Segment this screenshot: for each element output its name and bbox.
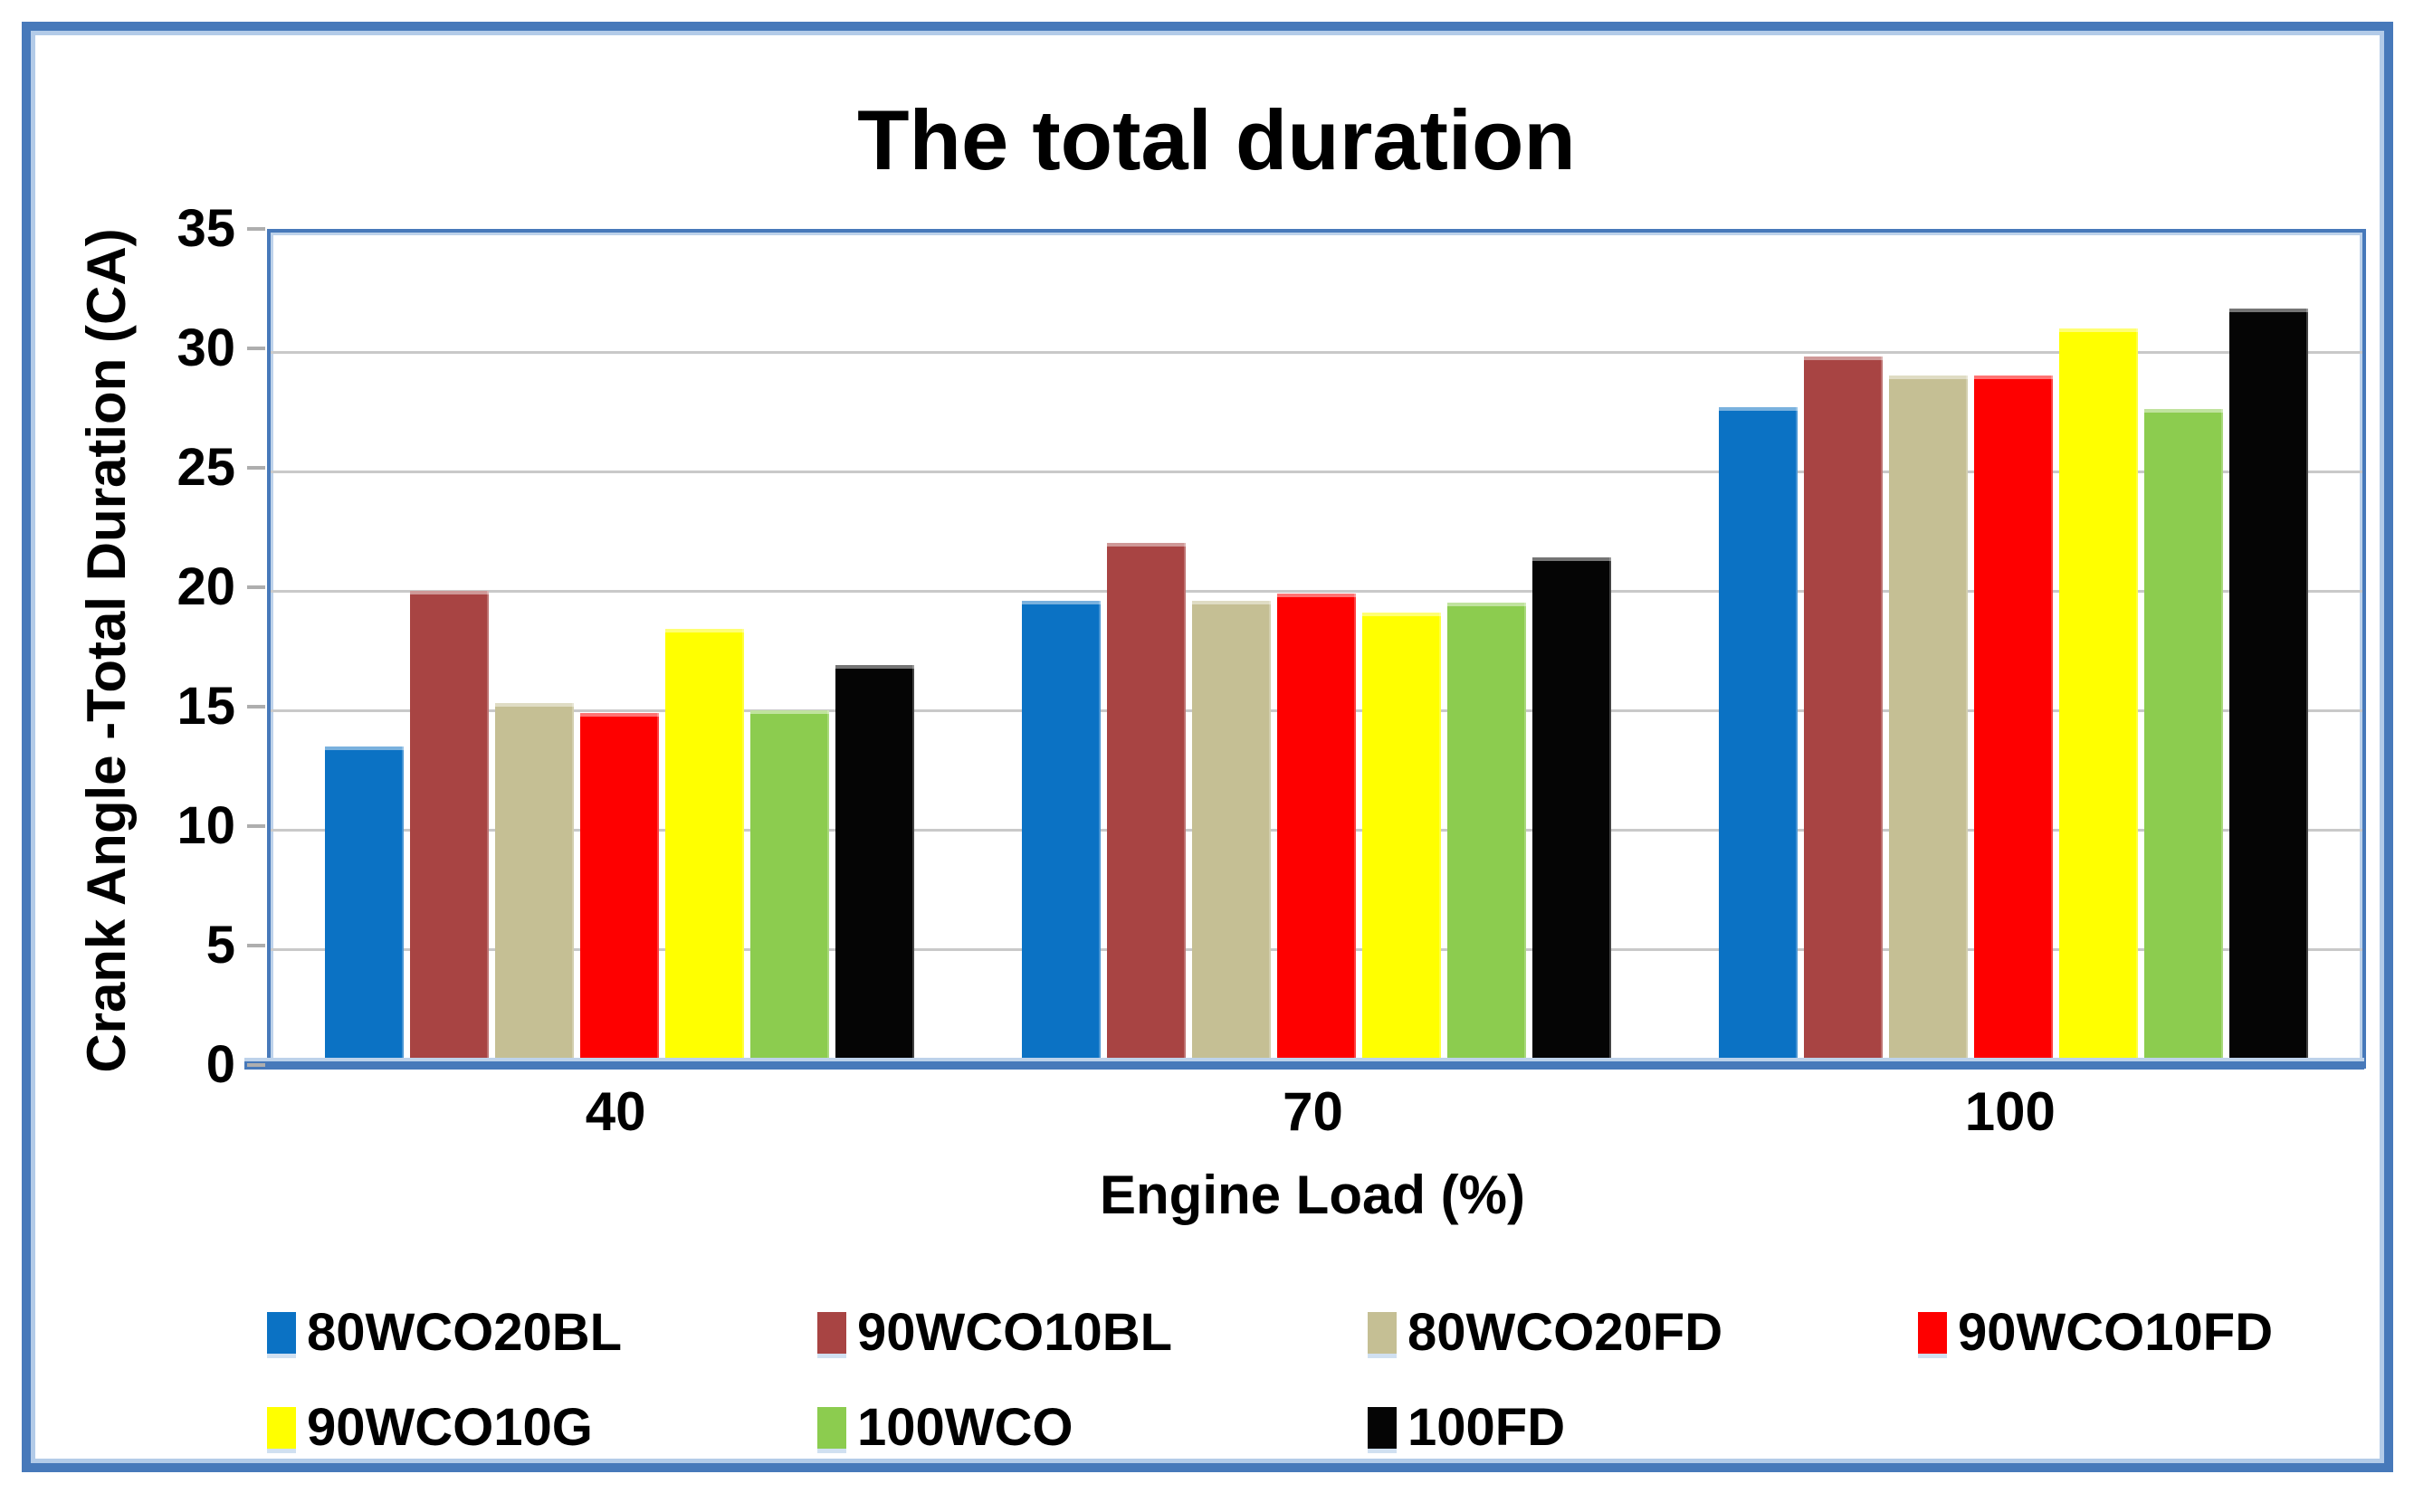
y-tick-label-25: 25 <box>177 438 235 497</box>
y-tick-mark-10 <box>247 824 265 828</box>
y-tick-label-35: 35 <box>177 199 235 258</box>
bar-100FD-40 <box>835 664 914 1069</box>
y-tick-label-15: 15 <box>177 677 235 736</box>
bar-90WCO10BL-70 <box>1106 543 1186 1069</box>
bar-100WCO-100 <box>2144 409 2224 1069</box>
gridline-20 <box>271 589 2362 593</box>
y-tick-mark-5 <box>247 944 265 947</box>
y-axis-title: Crank Angle -Total Duration (CA) <box>76 228 137 1073</box>
legend-item-100FD: 100FD <box>1368 1401 1565 1455</box>
y-tick-mark-35 <box>247 227 265 231</box>
bar-100WCO-70 <box>1446 603 1526 1069</box>
x-tick-label-40: 40 <box>585 1081 646 1142</box>
bar-100WCO-40 <box>749 710 829 1069</box>
bar-90WCO10FD-100 <box>1974 376 2054 1069</box>
chart-title: The total duration <box>857 92 1576 187</box>
legend-label: 90WCO10FD <box>1958 1303 2274 1362</box>
legend-label: 80WCO20FD <box>1407 1303 1723 1362</box>
legend-item-90WCO10G: 90WCO10G <box>267 1401 593 1455</box>
bar-80WCO20BL-40 <box>324 746 404 1069</box>
bar-90WCO10G-70 <box>1361 612 1441 1069</box>
bar-90WCO10FD-70 <box>1276 593 1356 1069</box>
bar-90WCO10G-40 <box>664 629 744 1069</box>
y-tick-mark-15 <box>247 705 265 708</box>
legend-item-90WCO10FD: 90WCO10FD <box>1918 1306 2273 1360</box>
bar-100FD-70 <box>1531 557 1611 1069</box>
y-tick-label-5: 5 <box>205 916 235 975</box>
y-tick-mark-30 <box>247 347 265 350</box>
y-tick-label-20: 20 <box>177 557 235 616</box>
y-tick-label-10: 10 <box>177 796 235 855</box>
bar-90WCO10G-100 <box>2059 328 2139 1069</box>
x-tick-label-100: 100 <box>1964 1081 2056 1142</box>
legend-color-chip-90WCO10FD <box>1918 1312 1947 1354</box>
legend-color-chip-90WCO10G <box>267 1407 296 1449</box>
legend-label: 80WCO20BL <box>307 1303 623 1362</box>
bar-80WCO20BL-70 <box>1021 600 1101 1069</box>
gridline-25 <box>271 470 2362 473</box>
y-tick-label-30: 30 <box>177 319 235 377</box>
bar-group-70 <box>968 233 1665 1069</box>
legend-color-chip-80WCO20FD <box>1368 1312 1397 1354</box>
bar-group-100 <box>1665 233 2362 1069</box>
legend-label: 90WCO10G <box>307 1398 593 1457</box>
outer-border <box>22 22 2393 1472</box>
bar-90WCO10BL-40 <box>409 591 489 1069</box>
x-axis-title: Engine Load (%) <box>1100 1165 1525 1225</box>
y-tick-mark-0 <box>247 1063 265 1067</box>
legend-color-chip-80WCO20BL <box>267 1312 296 1354</box>
bar-80WCO20BL-100 <box>1719 406 1799 1069</box>
legend-item-80WCO20BL: 80WCO20BL <box>267 1306 622 1360</box>
legend-label: 100FD <box>1407 1398 1566 1457</box>
bar-80WCO20FD-40 <box>494 703 574 1069</box>
gridline-30 <box>271 350 2362 354</box>
bar-90WCO10BL-100 <box>1804 357 1884 1069</box>
y-tick-mark-20 <box>247 585 265 589</box>
legend-label: 90WCO10BL <box>857 1303 1173 1362</box>
y-tick-label-0: 0 <box>205 1035 235 1094</box>
legend-color-chip-100WCO <box>817 1407 846 1449</box>
bar-group-40 <box>271 233 968 1069</box>
x-axis-line <box>244 1061 2364 1070</box>
legend-color-chip-90WCO10BL <box>817 1312 846 1354</box>
bar-100FD-100 <box>2229 309 2309 1069</box>
bar-80WCO20FD-70 <box>1191 600 1271 1069</box>
bars-layer <box>271 233 2362 1069</box>
y-tick-mark-25 <box>247 466 265 470</box>
legend-color-chip-100FD <box>1368 1407 1397 1449</box>
bar-90WCO10FD-40 <box>579 712 659 1069</box>
legend-label: 100WCO <box>857 1398 1073 1457</box>
x-tick-label-70: 70 <box>1283 1081 1343 1142</box>
legend-item-80WCO20FD: 80WCO20FD <box>1368 1306 1722 1360</box>
legend-item-100WCO: 100WCO <box>817 1401 1073 1455</box>
bar-80WCO20FD-100 <box>1889 376 1969 1069</box>
plot-area <box>267 229 2366 1069</box>
legend-item-90WCO10BL: 90WCO10BL <box>817 1306 1172 1360</box>
